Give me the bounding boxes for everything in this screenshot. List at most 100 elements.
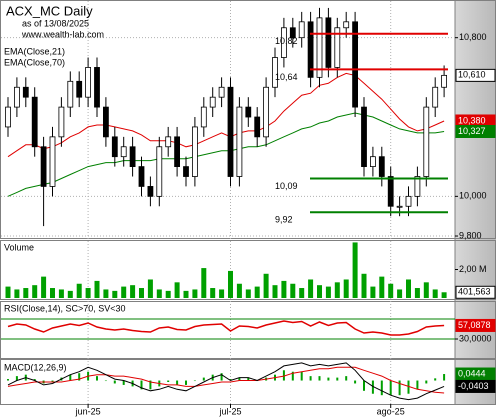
chart-subtitle: as of 13/08/2025 [22,18,89,28]
value-box [455,124,496,138]
value-label: -0,0403 [458,381,489,391]
histogram-bar [309,376,312,381]
volume-bar [290,283,296,298]
candle-body [22,86,29,98]
histogram-bar [398,380,401,396]
histogram-bar [7,379,9,381]
histogram-bar [318,376,321,381]
volume-bar [299,288,305,298]
volume-bar [5,286,11,298]
legend-entry: EMA(Close,21) [4,46,65,56]
volume-bar [165,290,171,298]
volume-bar [32,285,38,298]
candle-body [441,74,448,88]
histogram-bar [425,380,428,384]
volume-bar [423,282,429,298]
candle-body [85,67,91,98]
volume-bar [388,283,394,298]
candle-body [40,146,47,187]
candle-body [156,146,163,197]
candle-body [76,80,83,98]
value-box [455,285,496,299]
histogram-bar [51,380,54,382]
candle-body [103,106,109,138]
volume-bar [236,283,242,298]
volume-bar [174,282,180,298]
histogram-bar [327,377,330,381]
volume-bar [147,279,153,298]
volume-bar [50,288,55,298]
value-label: 10,327 [458,126,486,136]
pane-title: Volume [4,242,34,252]
histogram-bar [282,370,285,381]
volume-bar [76,283,82,298]
volume-bar [67,290,73,298]
candle-body [325,17,332,68]
volume-bar [325,286,331,298]
x-tick-label: jun-25 [75,406,101,416]
y-tick-label: 9,800 [459,230,482,240]
volume-bar [263,273,269,298]
volume-bar [130,285,136,298]
value-label: 57,0878 [458,320,491,330]
candle-body [227,86,234,177]
volume-bar [219,289,225,298]
candle-body [147,186,154,197]
volume-bar [406,279,411,298]
histogram-bar [416,380,419,390]
candle-body [423,106,430,177]
volume-bar [308,279,314,298]
y-tick-label: 10,800 [459,32,487,42]
histogram-bar [176,380,179,385]
candle-body [280,27,287,58]
candle-body [245,106,252,118]
volume-bar [272,285,278,298]
volume-bar [352,242,358,298]
candle-body [307,21,314,78]
histogram-bar [104,380,107,382]
volume-bar [370,286,376,298]
volume-bar [397,289,403,298]
volume-bar [254,286,260,298]
histogram-bar [300,371,303,381]
histogram-bar [336,377,339,381]
value-box [455,68,496,82]
candle-body [263,86,270,138]
volume-bar [317,285,322,298]
candle-body [254,116,261,138]
value-label: 10,380 [458,115,486,125]
volume-bar [58,289,64,298]
histogram-bar [140,380,143,390]
volume-bar [245,289,251,298]
histogram-bar [15,376,18,381]
volume-bar [14,289,20,298]
histogram-bar [407,380,410,394]
candle-body [138,166,145,187]
candle-body [298,21,305,39]
volume-bar [441,292,447,298]
candle-body [31,96,38,148]
histogram-bar [380,380,383,396]
candle-body [174,136,181,168]
macd-line [7,362,445,401]
candle-body [191,126,198,177]
histogram-bar [434,378,437,381]
histogram-bar [389,380,392,396]
histogram-bar [122,380,125,385]
histogram-bar [202,377,205,381]
ema-line [7,72,445,158]
volume-bar [210,288,216,298]
histogram-bar [96,376,98,381]
volume-bar [23,288,29,298]
legend-entry: EMA(Close,70) [4,57,65,67]
value-box [455,379,496,393]
volume-bar [379,276,385,298]
x-tick-label: jul-25 [218,406,241,416]
level-label: 9,92 [275,215,293,225]
candle-body [94,67,100,108]
histogram-bar [220,373,223,381]
candle-body [387,176,394,207]
volume-bar [201,268,207,298]
candle-body [316,17,323,78]
